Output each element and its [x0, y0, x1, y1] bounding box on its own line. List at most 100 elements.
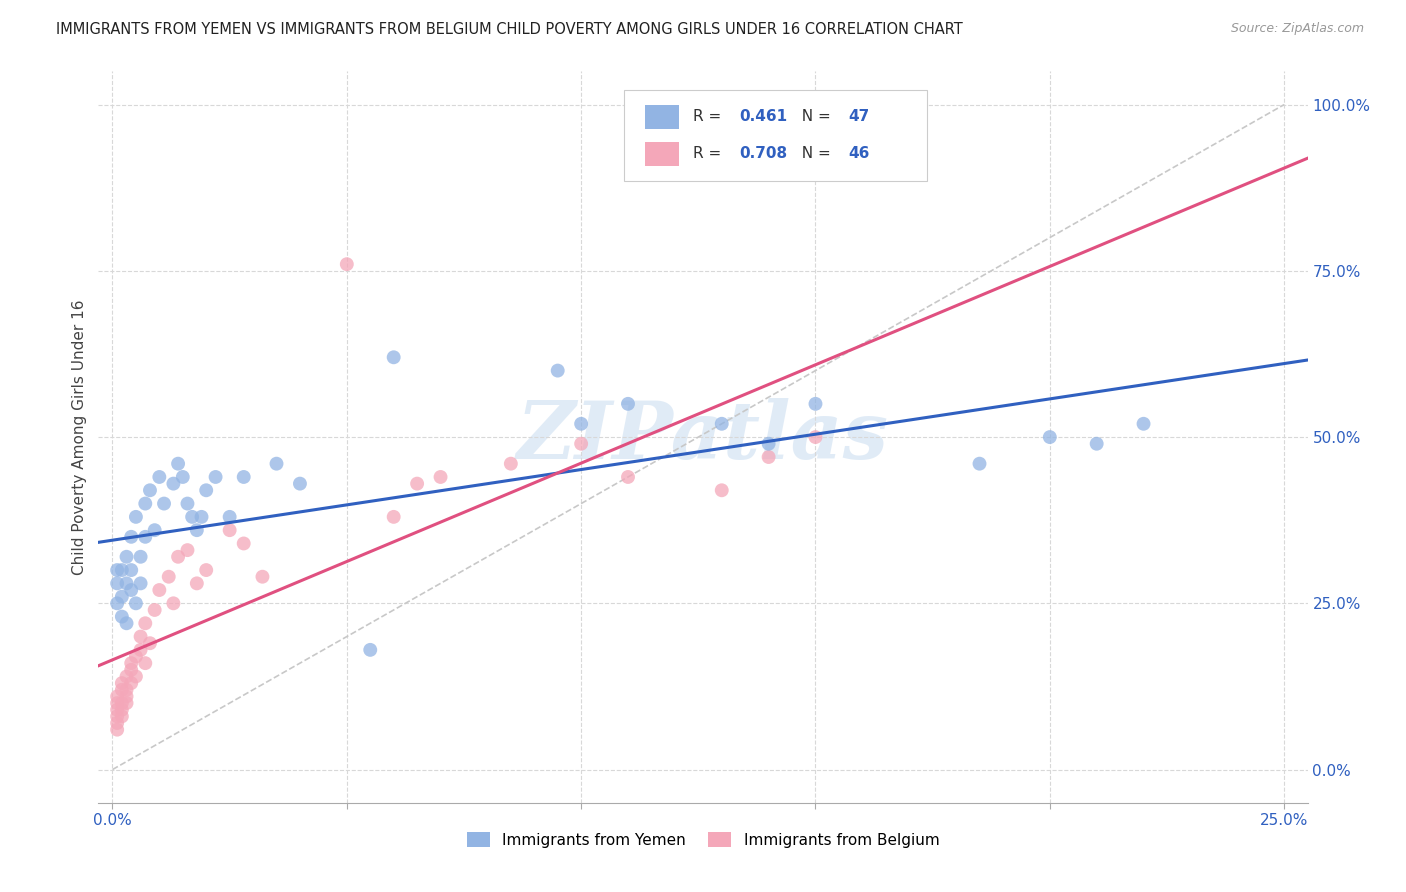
Point [186, 523, 208, 537]
Point [125, 649, 148, 664]
Point [176, 543, 198, 558]
Point [134, 530, 156, 544]
Point [288, 476, 311, 491]
Point [547, 363, 569, 377]
Point [105, 596, 128, 610]
Text: 46: 46 [848, 146, 869, 161]
Point [167, 457, 190, 471]
Point [111, 676, 134, 690]
Point [143, 523, 166, 537]
Point [111, 590, 134, 604]
Point [111, 703, 134, 717]
Point [710, 483, 733, 498]
Point [129, 576, 152, 591]
Legend: Immigrants from Yemen, Immigrants from Belgium: Immigrants from Yemen, Immigrants from B… [461, 825, 945, 854]
Y-axis label: Child Poverty Among Girls Under 16: Child Poverty Among Girls Under 16 [72, 300, 87, 574]
FancyBboxPatch shape [645, 142, 679, 166]
Point [115, 696, 138, 710]
Text: Source: ZipAtlas.com: Source: ZipAtlas.com [1230, 22, 1364, 36]
Point [115, 682, 138, 697]
Point [134, 656, 156, 670]
Point [266, 457, 288, 471]
Point [218, 523, 240, 537]
Point [115, 616, 138, 631]
Point [148, 470, 170, 484]
Point [204, 470, 226, 484]
Point [105, 563, 128, 577]
Point [129, 643, 152, 657]
Point [710, 417, 733, 431]
Point [186, 576, 208, 591]
Point [804, 397, 827, 411]
Text: R =: R = [693, 110, 727, 124]
Point [134, 616, 156, 631]
Point [172, 470, 194, 484]
Point [162, 596, 184, 610]
Point [1085, 436, 1108, 450]
Point [195, 563, 218, 577]
Point [111, 563, 134, 577]
Point [115, 669, 138, 683]
Point [111, 609, 134, 624]
Point [406, 476, 429, 491]
Text: 0.461: 0.461 [740, 110, 787, 124]
Point [176, 497, 198, 511]
Point [143, 603, 166, 617]
Text: N =: N = [793, 146, 837, 161]
Text: R =: R = [693, 146, 727, 161]
Point [115, 576, 138, 591]
Point [139, 483, 162, 498]
Point [336, 257, 359, 271]
Point [120, 530, 142, 544]
Point [148, 582, 170, 597]
Point [1039, 430, 1062, 444]
Point [617, 470, 640, 484]
Point [105, 723, 128, 737]
Point [190, 509, 212, 524]
Text: ZIPatlas: ZIPatlas [517, 399, 889, 475]
Point [120, 582, 142, 597]
Point [162, 476, 184, 491]
Point [167, 549, 190, 564]
Point [758, 450, 780, 464]
Point [129, 630, 152, 644]
Point [111, 696, 134, 710]
Text: IMMIGRANTS FROM YEMEN VS IMMIGRANTS FROM BELGIUM CHILD POVERTY AMONG GIRLS UNDER: IMMIGRANTS FROM YEMEN VS IMMIGRANTS FROM… [56, 22, 963, 37]
Point [105, 576, 128, 591]
Point [111, 709, 134, 723]
Point [252, 570, 274, 584]
Point [105, 709, 128, 723]
Point [120, 663, 142, 677]
Point [499, 457, 522, 471]
Text: 47: 47 [848, 110, 869, 124]
Point [129, 549, 152, 564]
Point [105, 696, 128, 710]
Text: N =: N = [793, 110, 837, 124]
Point [232, 470, 254, 484]
Point [157, 570, 180, 584]
Point [105, 716, 128, 731]
Point [120, 676, 142, 690]
Text: 0.708: 0.708 [740, 146, 787, 161]
Point [232, 536, 254, 550]
Point [125, 596, 148, 610]
FancyBboxPatch shape [645, 105, 679, 128]
FancyBboxPatch shape [624, 90, 927, 181]
Point [125, 669, 148, 683]
Point [569, 436, 592, 450]
Point [429, 470, 451, 484]
Point [125, 509, 148, 524]
Point [382, 351, 405, 365]
Point [382, 509, 405, 524]
Point [804, 430, 827, 444]
Point [105, 690, 128, 704]
Point [569, 417, 592, 431]
Point [105, 703, 128, 717]
Point [359, 643, 381, 657]
Point [195, 483, 218, 498]
Point [218, 509, 240, 524]
Point [120, 563, 142, 577]
Point [120, 656, 142, 670]
Point [617, 397, 640, 411]
Point [181, 509, 204, 524]
